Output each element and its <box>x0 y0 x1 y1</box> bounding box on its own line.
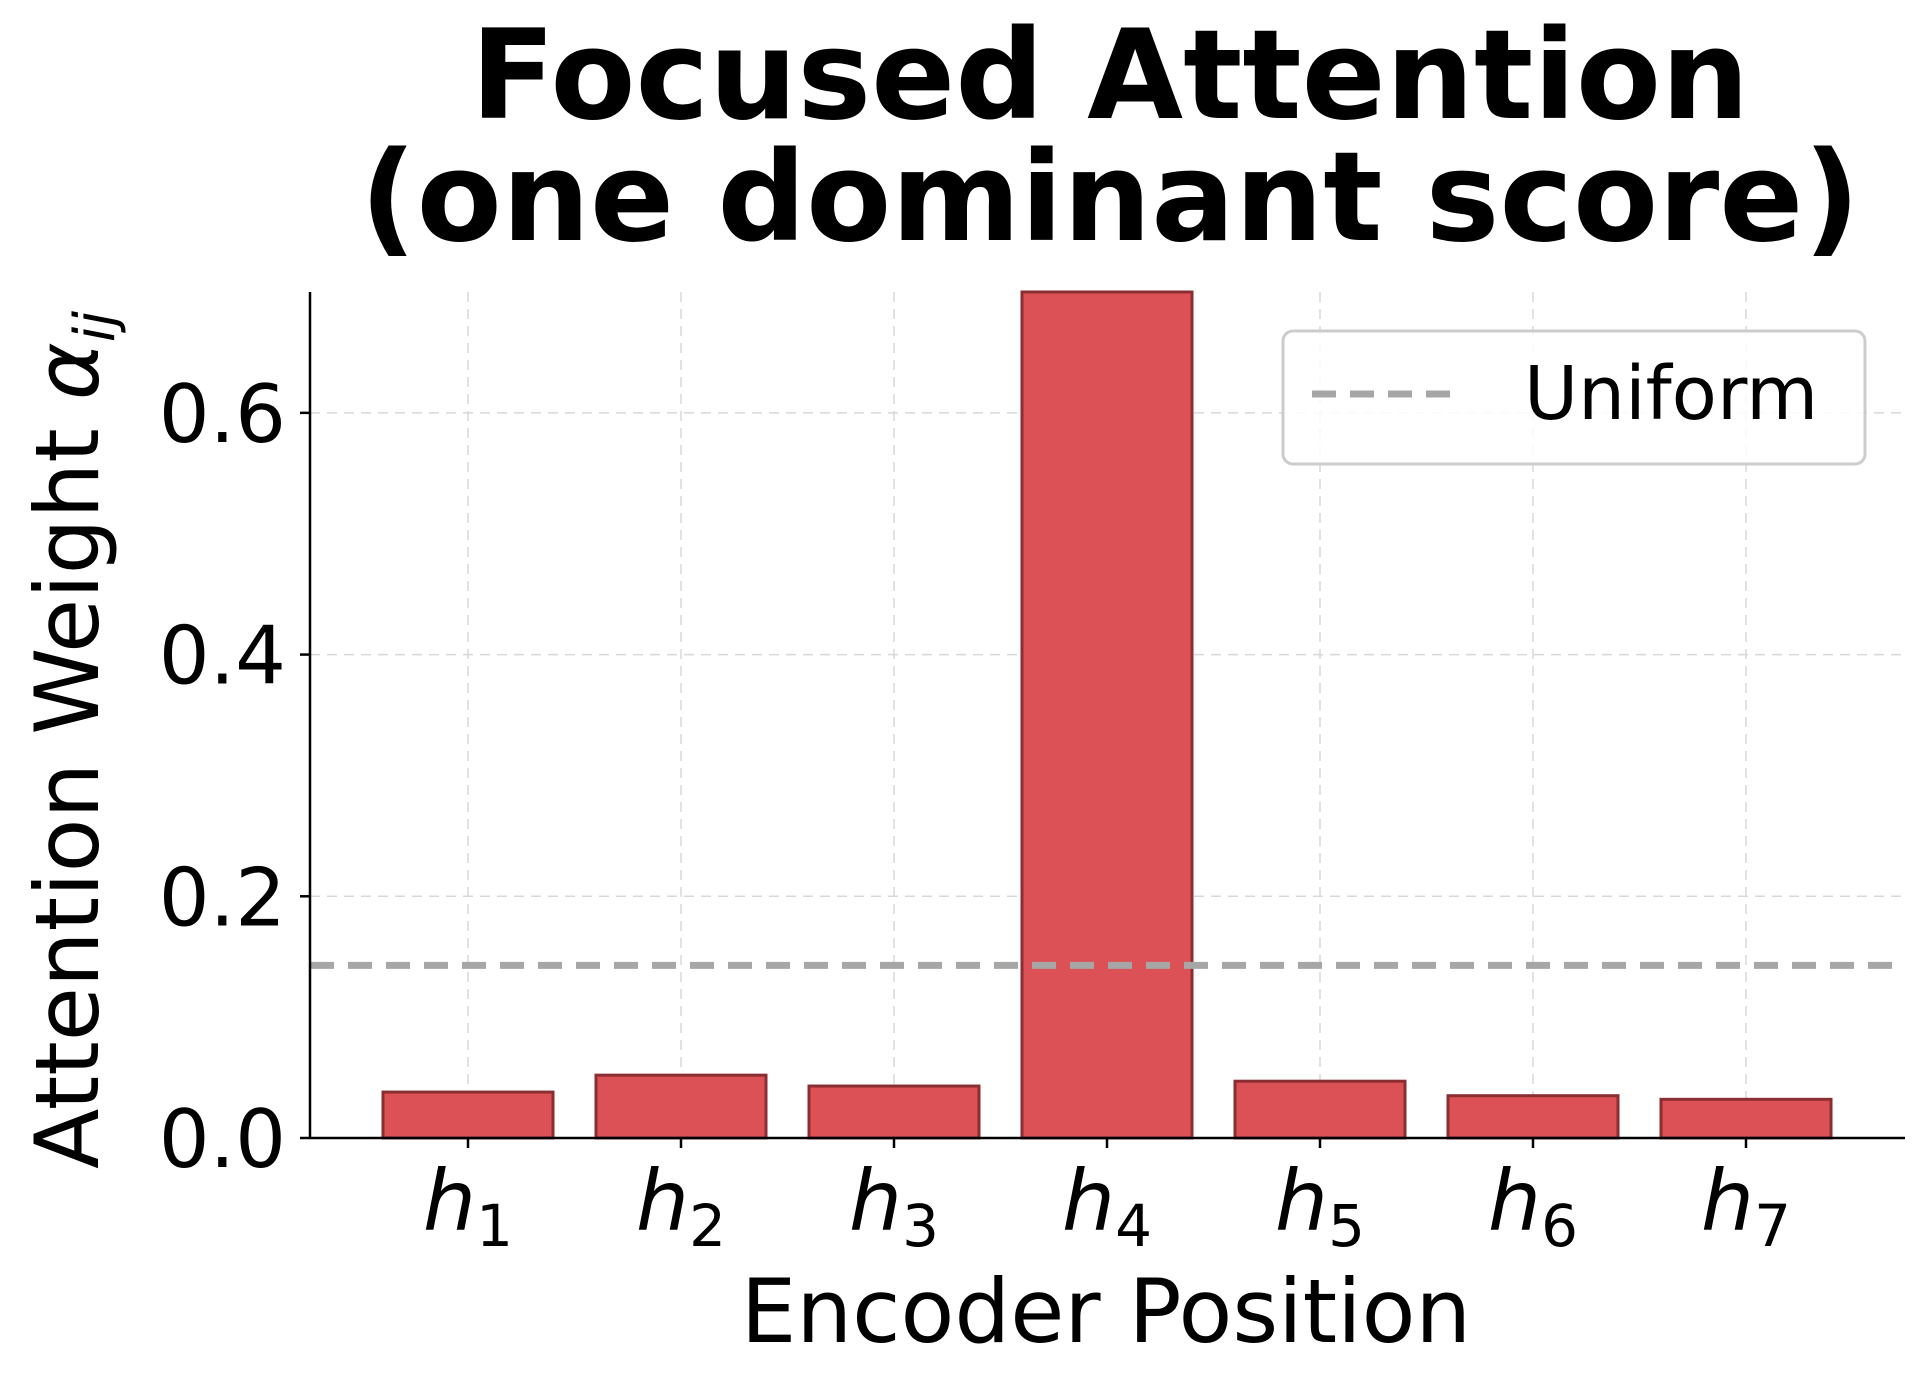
bar-h4 <box>1020 290 1194 1140</box>
x-tick-label-h3: h3 <box>849 1152 939 1260</box>
x-tick-label-h6: h6 <box>1488 1152 1578 1260</box>
chart-title-line-1: Focused Attention <box>471 4 1750 148</box>
legend-label-uniform: Uniform <box>1524 351 1818 437</box>
bar-h7 <box>1659 1097 1833 1140</box>
bars <box>381 290 1833 1140</box>
x-axis-label: Encoder Position <box>741 1260 1471 1363</box>
y-tick-label-0: 0.0 <box>159 1093 286 1186</box>
bar-h1 <box>381 1090 555 1140</box>
y-axis-label: Attention Weight αij <box>16 311 128 1169</box>
y-tick-label-3: 0.6 <box>159 368 286 461</box>
bar-h5 <box>1233 1079 1407 1140</box>
bar-h2 <box>594 1073 768 1140</box>
y-tick-label-2: 0.4 <box>159 610 286 703</box>
y-tick-label-1: 0.2 <box>159 851 286 944</box>
x-tick-label-h7: h7 <box>1701 1152 1791 1260</box>
bar-h3 <box>807 1084 981 1140</box>
tick-labels: 0.0 0.2 0.4 0.6 h1 h2 h3 h4 h5 h6 h7 <box>159 368 1791 1260</box>
chart-title: Focused Attention (one dominant score) <box>360 4 1860 270</box>
axes <box>300 292 1905 1148</box>
y-axis-label-text: Attention Weight <box>16 400 119 1169</box>
x-tick-label-h1: h1 <box>423 1152 513 1260</box>
y-axis-label-symbol: α <box>16 342 119 400</box>
legend: Uniform <box>1281 329 1867 466</box>
bar-h6 <box>1446 1094 1620 1140</box>
y-axis-label-subscript: ij <box>63 311 128 343</box>
x-tick-label-h2: h2 <box>636 1152 726 1260</box>
x-tick-label-h5: h5 <box>1275 1152 1365 1260</box>
chart-title-line-2: (one dominant score) <box>360 126 1860 270</box>
legend-box <box>1281 329 1867 466</box>
x-tick-label-h4: h4 <box>1062 1152 1152 1260</box>
